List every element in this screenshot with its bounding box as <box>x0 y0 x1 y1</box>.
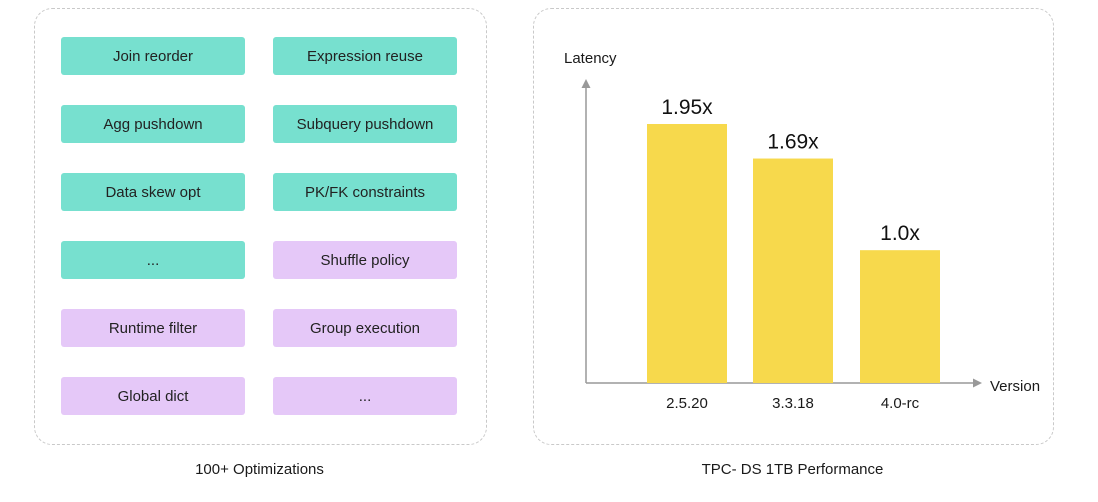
y-axis-label: Latency <box>564 50 617 67</box>
optimization-label: ... <box>358 387 372 405</box>
chart-bars <box>647 124 940 383</box>
x-tick-label-4.0-rc: 4.0-rc <box>881 395 920 412</box>
data-label-2.5.20: 1.95x <box>661 96 713 119</box>
bar-2.5.20 <box>647 124 727 383</box>
optimization-item: Subquery pushdown <box>273 105 457 143</box>
chart-labels: Latency Version 1.95x 2.5.20 1.69x 3.3.18 1.0x… <box>564 50 1040 412</box>
optimization-label: PK/FK constraints <box>304 183 426 201</box>
data-label-4.0-rc: 1.0x <box>880 222 920 245</box>
optimizations-caption: 100+ Optimizations <box>195 461 324 478</box>
optimization-item: ... <box>61 241 245 279</box>
optimization-label: Agg pushdown <box>103 115 203 133</box>
optimizations-panel: Join reorder Expression reuse Agg pushdo… <box>34 8 487 445</box>
x-axis-label: Version <box>990 378 1040 395</box>
optimization-item: Data skew opt <box>61 173 245 211</box>
x-tick-label-2.5.20: 2.5.20 <box>666 395 708 412</box>
optimization-label: Subquery pushdown <box>296 115 434 133</box>
data-label-3.3.18: 1.69x <box>767 131 819 154</box>
optimization-label: Global dict <box>117 387 189 405</box>
y-axis-arrow <box>581 79 591 88</box>
bar-3.3.18 <box>753 158 833 383</box>
optimization-label: Runtime filter <box>108 319 198 337</box>
optimizations-grid: Join reorder Expression reuse Agg pushdo… <box>61 37 457 415</box>
chart-title: TPC- DS 1TB Performance <box>701 461 884 478</box>
optimization-label: Shuffle policy <box>320 251 410 269</box>
bar-4.0-rc <box>860 250 940 383</box>
optimization-label: Data skew opt <box>105 183 201 201</box>
optimization-item: ... <box>273 377 457 415</box>
x-axis-arrow <box>973 378 982 388</box>
optimization-label: Join reorder <box>112 47 194 65</box>
optimization-item: Shuffle policy <box>273 241 457 279</box>
optimization-label: Group execution <box>309 319 421 337</box>
optimization-item: Group execution <box>273 309 457 347</box>
x-tick-label-3.3.18: 3.3.18 <box>772 395 814 412</box>
optimization-item: Join reorder <box>61 37 245 75</box>
optimization-item: Agg pushdown <box>61 105 245 143</box>
optimization-item: Expression reuse <box>273 37 457 75</box>
optimization-item: Runtime filter <box>61 309 245 347</box>
optimization-label: Expression reuse <box>307 47 423 65</box>
optimization-item: Global dict <box>61 377 245 415</box>
optimization-item: PK/FK constraints <box>273 173 457 211</box>
optimization-label: ... <box>146 251 160 269</box>
